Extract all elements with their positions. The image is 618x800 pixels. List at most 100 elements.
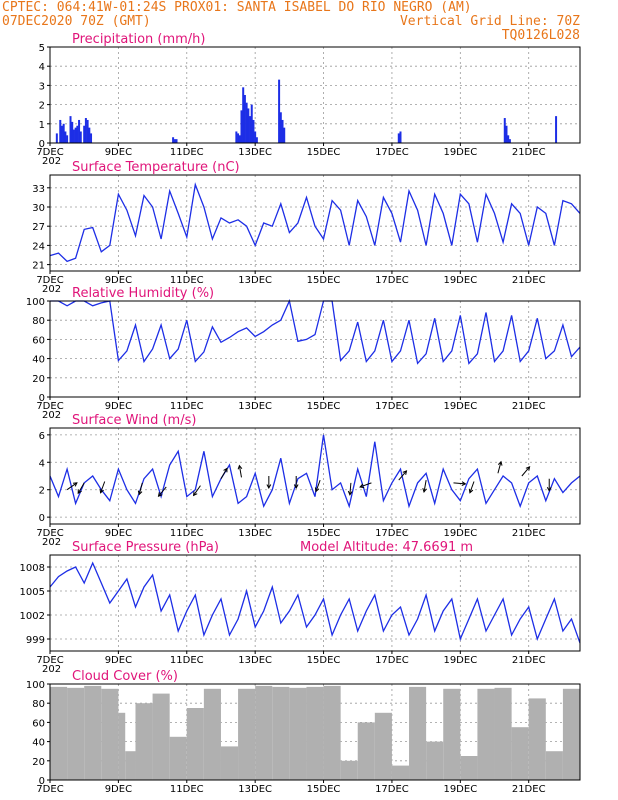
precip-bar [503,118,506,143]
cloud-bar [528,698,546,780]
precip-bar [283,127,286,143]
cloud-bar [152,693,170,780]
precip-bar [252,119,255,143]
cloud-bar [272,686,290,780]
x-tick-label: 11DEC [170,401,204,412]
x-tick-label: 21DEC [512,528,546,539]
y-tick-label: 21 [32,261,45,272]
precip-bar [66,135,69,143]
x-year-label: 202 [42,410,61,421]
wind-arrow-shaft [453,482,466,485]
x-tick-label: 21DEC [512,784,546,795]
x-tick-label: 9DEC [105,784,132,795]
wind-arrow-shaft [158,486,167,497]
y-tick-label: 0 [39,393,45,404]
panel-title: Surface Temperature (nC) [72,160,240,175]
precip-bar [76,125,79,143]
x-tick-label: 19DEC [443,275,477,286]
wind-arrow-head [525,465,531,471]
precip-bar [505,125,508,143]
cloud-bar [125,751,136,780]
x-tick-label: 15DEC [307,655,341,666]
precip-bar [72,129,75,143]
y-tick-label: 60 [32,335,45,346]
cloud-bar [255,685,273,780]
y-tick-label: 60 [32,718,45,729]
wind-arrow-head [99,488,104,494]
y-tick-label: 3 [39,81,45,92]
x-tick-label: 19DEC [443,655,477,666]
precip-bar [397,133,400,143]
x-tick-label: 21DEC [512,401,546,412]
y-tick-label: 6 [39,431,45,442]
precip-bar [69,116,72,143]
precip-bar [59,119,62,143]
x-tick-label: 9DEC [105,655,132,666]
y-tick-label: 2 [39,101,45,112]
cloud-bar [545,751,563,780]
cloud-bar [374,712,392,780]
x-tick-label: 17DEC [375,655,409,666]
precip-bar [235,131,238,143]
precip-bar [508,139,511,143]
cloud-bar [426,741,444,780]
x-year-label: 202 [42,537,61,548]
x-tick-label: 11DEC [170,528,204,539]
precip-bar [399,131,402,143]
cloud-bar [443,688,461,780]
panel-pres: 999 1002 1005 1008 7DEC 9DEC 11DEC 13DEC 15DEC 17… [20,540,581,675]
cloud-bar [289,687,307,780]
wind-arrow-shaft [77,482,85,494]
y-tick-label: 5 [39,43,45,54]
cloud-bar [238,688,256,780]
x-tick-label: 15DEC [307,275,341,286]
panel-frame [49,683,581,781]
wind-arrow-head [461,481,467,486]
precip-bar [249,116,252,143]
x-year-label: 202 [42,284,61,295]
wind-arrow-head [402,470,408,475]
precip-bar [237,133,240,143]
precip-bar [74,127,77,143]
wind-arrow-shaft [423,480,427,493]
wind-arrow-head [347,490,353,496]
x-tick-label: 13DEC [238,275,272,286]
x-tick-label: 13DEC [238,147,272,158]
x-tick-label: 21DEC [512,275,546,286]
y-tick-label: 100 [26,297,45,308]
wind-arrow-head [546,486,552,492]
wind-arrow-head [293,484,299,490]
x-tick-label: 17DEC [375,784,409,795]
panel-title: Surface Wind (m/s) [72,413,196,428]
precip-bar [175,139,178,143]
header-grid-note: Vertical Grid Line: 70Z [400,14,580,29]
cloud-bar [340,760,358,780]
cloud-bar [477,688,495,780]
x-tick-label: 9DEC [105,401,132,412]
panel-title: Cloud Cover (%) [72,669,178,684]
x-tick-label: 7DEC [36,401,63,412]
wind-arrow-head [497,460,503,466]
y-tick-label: 1005 [20,587,45,598]
x-year-label: 202 [42,664,61,675]
precip-bar [172,137,175,143]
panel-temp: 21 24 27 30 33 7DEC 9DEC 11DEC 13DEC 15DEC 17DEC 19… [32,160,581,295]
x-tick-label: 7DEC [36,784,63,795]
precip-bar [88,127,91,143]
cloud-bar [562,688,580,780]
cloud-bar [323,685,341,780]
wind-arrow-head [359,483,365,489]
precip-bar [86,119,89,143]
y-tick-label: 80 [32,316,45,327]
y-tick-label: 33 [32,184,45,195]
precip-bar [64,131,67,143]
x-tick-label: 13DEC [238,401,272,412]
x-tick-label: 11DEC [170,275,204,286]
panel-frame [49,427,581,525]
y-tick-label: 4 [39,62,45,73]
cloud-bar [50,686,68,780]
wind-arrow-shaft [349,482,352,495]
x-tick-label: 19DEC [443,784,477,795]
wind-arrow-shaft [497,461,502,474]
